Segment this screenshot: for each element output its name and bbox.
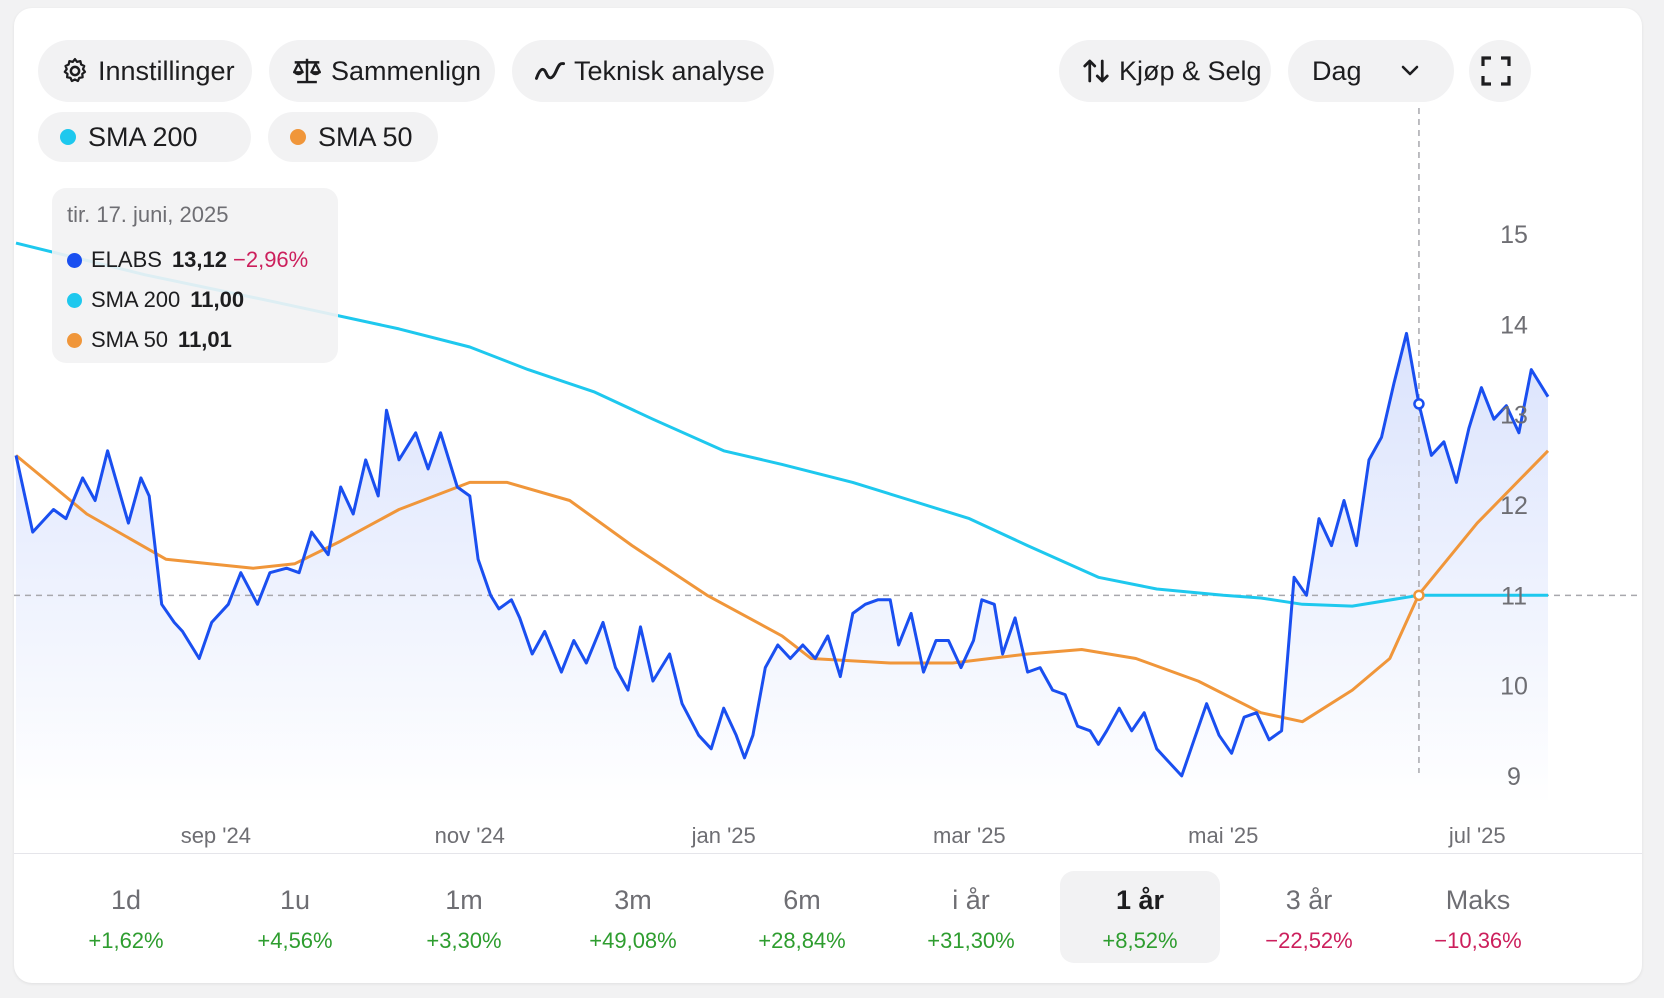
- settings-label: Innstillinger: [98, 55, 235, 86]
- compare-button[interactable]: Sammenlign: [269, 40, 495, 102]
- technical-analysis-label: Teknisk analyse: [574, 55, 765, 86]
- period-change: +28,84%: [758, 928, 846, 953]
- y-tick-label: 13: [1500, 402, 1528, 430]
- interval-value: Dag: [1312, 55, 1362, 86]
- period-label: 1d: [110, 885, 142, 915]
- elabs-crosshair-point: [1413, 398, 1425, 410]
- compare-label: Sammenlign: [331, 55, 482, 86]
- elabs-price-line: [14, 331, 1550, 778]
- indicator-chip-sma50[interactable]: SMA 50: [268, 112, 438, 162]
- gear-icon: [63, 58, 87, 83]
- period-label: i år: [952, 885, 990, 915]
- tooltip-value: 11,00: [190, 287, 245, 312]
- period-label: 3 år: [1285, 885, 1333, 915]
- period-1y[interactable]: 1 år +8,52%: [1060, 871, 1220, 963]
- indicator-label: SMA 50: [318, 121, 413, 152]
- tooltip-row-sma50: SMA 50 11,01: [67, 320, 338, 360]
- x-tick-label: sep '24: [181, 823, 251, 848]
- tooltip-row-sma200: SMA 200 11,00: [67, 280, 338, 320]
- period-1u[interactable]: 1u +4,56%: [215, 871, 375, 963]
- y-tick-label: 9: [1507, 763, 1521, 791]
- buy-sell-label: Kjøp & Selg: [1119, 55, 1262, 86]
- period-label: 1m: [445, 885, 483, 915]
- scale-icon: [292, 58, 322, 84]
- period-change: +1,62%: [88, 928, 164, 953]
- interval-select[interactable]: Dag: [1288, 40, 1454, 102]
- stock-chart-card: 9 10 11 12 13 14 15 sep '24 nov '24 jan '25 mar '2…: [14, 8, 1642, 983]
- crosshair-tooltip: tir. 17. juni, 2025 ELABS 13,12 −2,96% S…: [52, 188, 338, 363]
- tooltip-name: SMA 50: [91, 327, 169, 352]
- settings-button[interactable]: Innstillinger: [38, 40, 252, 102]
- period-1d[interactable]: 1d +1,62%: [46, 871, 206, 963]
- elabs-dot: [67, 252, 82, 268]
- y-tick-label: 11: [1501, 582, 1527, 610]
- x-tick-label: jan '25: [691, 823, 756, 848]
- indicator-chip-sma200[interactable]: SMA 200: [38, 112, 251, 162]
- period-max[interactable]: Maks −10,36%: [1398, 871, 1558, 963]
- period-change: +31,30%: [927, 928, 1015, 953]
- sma50-line: [15, 449, 1550, 724]
- tooltip-change: −2,96%: [233, 247, 309, 272]
- y-tick-label: 10: [1500, 673, 1528, 701]
- tooltip-value: 13,12: [171, 247, 227, 272]
- fullscreen-button[interactable]: [1469, 40, 1531, 102]
- y-tick-label: 15: [1500, 221, 1528, 249]
- period-change: −10,36%: [1434, 928, 1522, 953]
- tooltip-date: tir. 17. juni, 2025: [67, 202, 229, 227]
- y-tick-label: 14: [1500, 311, 1528, 339]
- tooltip-name: ELABS: [91, 247, 162, 272]
- x-tick-label: nov '24: [435, 823, 505, 848]
- price-chart[interactable]: 9 10 11 12 13 14 15 sep '24 nov '24 jan '25 mar '2…: [14, 8, 1642, 853]
- sma50-dot: [290, 129, 306, 145]
- period-1m[interactable]: 1m +3,30%: [384, 871, 544, 963]
- sma200-dot: [60, 129, 76, 145]
- price-area: [16, 333, 1548, 806]
- divider: [14, 853, 1642, 854]
- period-change: −22,52%: [1265, 928, 1353, 953]
- swap-arrows-icon: [1083, 59, 1109, 83]
- period-change: +3,30%: [426, 928, 502, 953]
- sma50-crosshair-point: [1413, 589, 1425, 602]
- sma200-line: [15, 241, 1548, 608]
- sma50-dot: [67, 332, 82, 348]
- tooltip-name: SMA 200: [91, 287, 181, 312]
- period-label: Maks: [1445, 885, 1511, 915]
- period-6m[interactable]: 6m +28,84%: [722, 871, 882, 963]
- y-tick-label: 12: [1500, 492, 1528, 520]
- x-tick-label: mar '25: [933, 823, 1006, 848]
- period-label: 1u: [279, 885, 311, 915]
- buy-sell-button[interactable]: Kjøp & Selg: [1059, 40, 1271, 102]
- technical-analysis-button[interactable]: Teknisk analyse: [512, 40, 774, 102]
- indicator-label: SMA 200: [88, 121, 198, 152]
- period-3y[interactable]: 3 år −22,52%: [1229, 871, 1389, 963]
- x-tick-label: mai '25: [1188, 823, 1258, 848]
- period-change: +4,56%: [257, 928, 333, 953]
- chevron-down-icon: [1401, 65, 1419, 76]
- period-3m[interactable]: 3m +49,08%: [553, 871, 713, 963]
- tooltip-row-elabs: ELABS 13,12 −2,96%: [67, 240, 338, 280]
- period-label: 6m: [783, 885, 821, 915]
- x-tick-label: jul '25: [1448, 823, 1506, 848]
- period-label: 3m: [614, 885, 652, 915]
- period-change: +49,08%: [589, 928, 677, 953]
- sma200-dot: [67, 292, 82, 308]
- trend-line-icon: [534, 62, 566, 80]
- period-ytd[interactable]: i år +31,30%: [891, 871, 1051, 963]
- expand-icon: [1481, 56, 1511, 86]
- period-label: 1 år: [1115, 885, 1165, 915]
- period-change: +8,52%: [1102, 928, 1178, 953]
- tooltip-value: 11,01: [178, 327, 232, 352]
